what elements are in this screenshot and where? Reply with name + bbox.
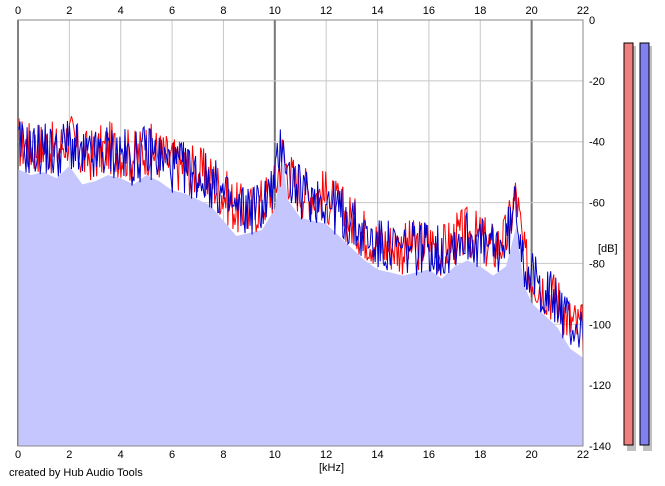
x-tick-label-top: 12 [320, 5, 332, 17]
x-tick-label-top: 0 [15, 5, 21, 17]
x-tick-label-top: 18 [474, 5, 486, 17]
y-tick-label: -80 [589, 258, 605, 270]
x-tick-label-top: 4 [118, 5, 124, 17]
x-tick-label-bottom: 12 [320, 449, 332, 461]
series-blue-line [17, 120, 584, 348]
x-tick-label-bottom: 14 [371, 449, 383, 461]
x-tick-label-bottom: 2 [66, 449, 72, 461]
x-tick-label-top: 6 [169, 5, 175, 17]
spectrum-fill [18, 156, 583, 446]
y-ticks: 0 -20 -40 -60 -80 -100 -120 -140 [589, 15, 611, 453]
y-tick-label: -60 [589, 198, 605, 210]
x-tick-label-top: 8 [220, 5, 226, 17]
x-tick-label-top: 14 [371, 5, 383, 17]
x-ticks-bottom: 0 2 4 6 8 10 12 14 16 18 20 22 [15, 449, 589, 461]
x-tick-label-top: 10 [269, 5, 281, 17]
y-tick-label: -140 [589, 441, 611, 453]
y-tick-label: -20 [589, 76, 605, 88]
x-ticks-top: 0 2 4 6 8 10 12 14 16 18 20 22 [15, 5, 589, 17]
x-tick-label-top: 2 [66, 5, 72, 17]
y-axis-label: [dB] [598, 243, 618, 255]
y-tick-label: 0 [589, 15, 595, 27]
meter-left [623, 42, 634, 446]
plot-frame [17, 19, 584, 447]
credit-text: created by Hub Audio Tools [9, 467, 143, 479]
x-tick-label-top: 22 [577, 5, 589, 17]
meter-right [639, 42, 650, 446]
x-tick-label-bottom: 10 [269, 449, 281, 461]
x-tick-label-top: 16 [423, 5, 435, 17]
x-tick-label-bottom: 16 [423, 449, 435, 461]
y-tick-label: -40 [589, 137, 605, 149]
x-tick-label-bottom: 4 [118, 449, 124, 461]
x-tick-label-top: 20 [526, 5, 538, 17]
x-axis-label: [kHz] [319, 462, 344, 474]
x-tick-label-bottom: 22 [577, 449, 589, 461]
x-tick-label-bottom: 20 [526, 449, 538, 461]
level-meters [623, 42, 652, 451]
x-tick-label-bottom: 18 [474, 449, 486, 461]
x-tick-label-bottom: 0 [15, 449, 21, 461]
x-tick-label-bottom: 6 [169, 449, 175, 461]
y-tick-label: -100 [589, 319, 611, 331]
x-tick-label-bottom: 8 [220, 449, 226, 461]
y-tick-label: -120 [589, 380, 611, 392]
